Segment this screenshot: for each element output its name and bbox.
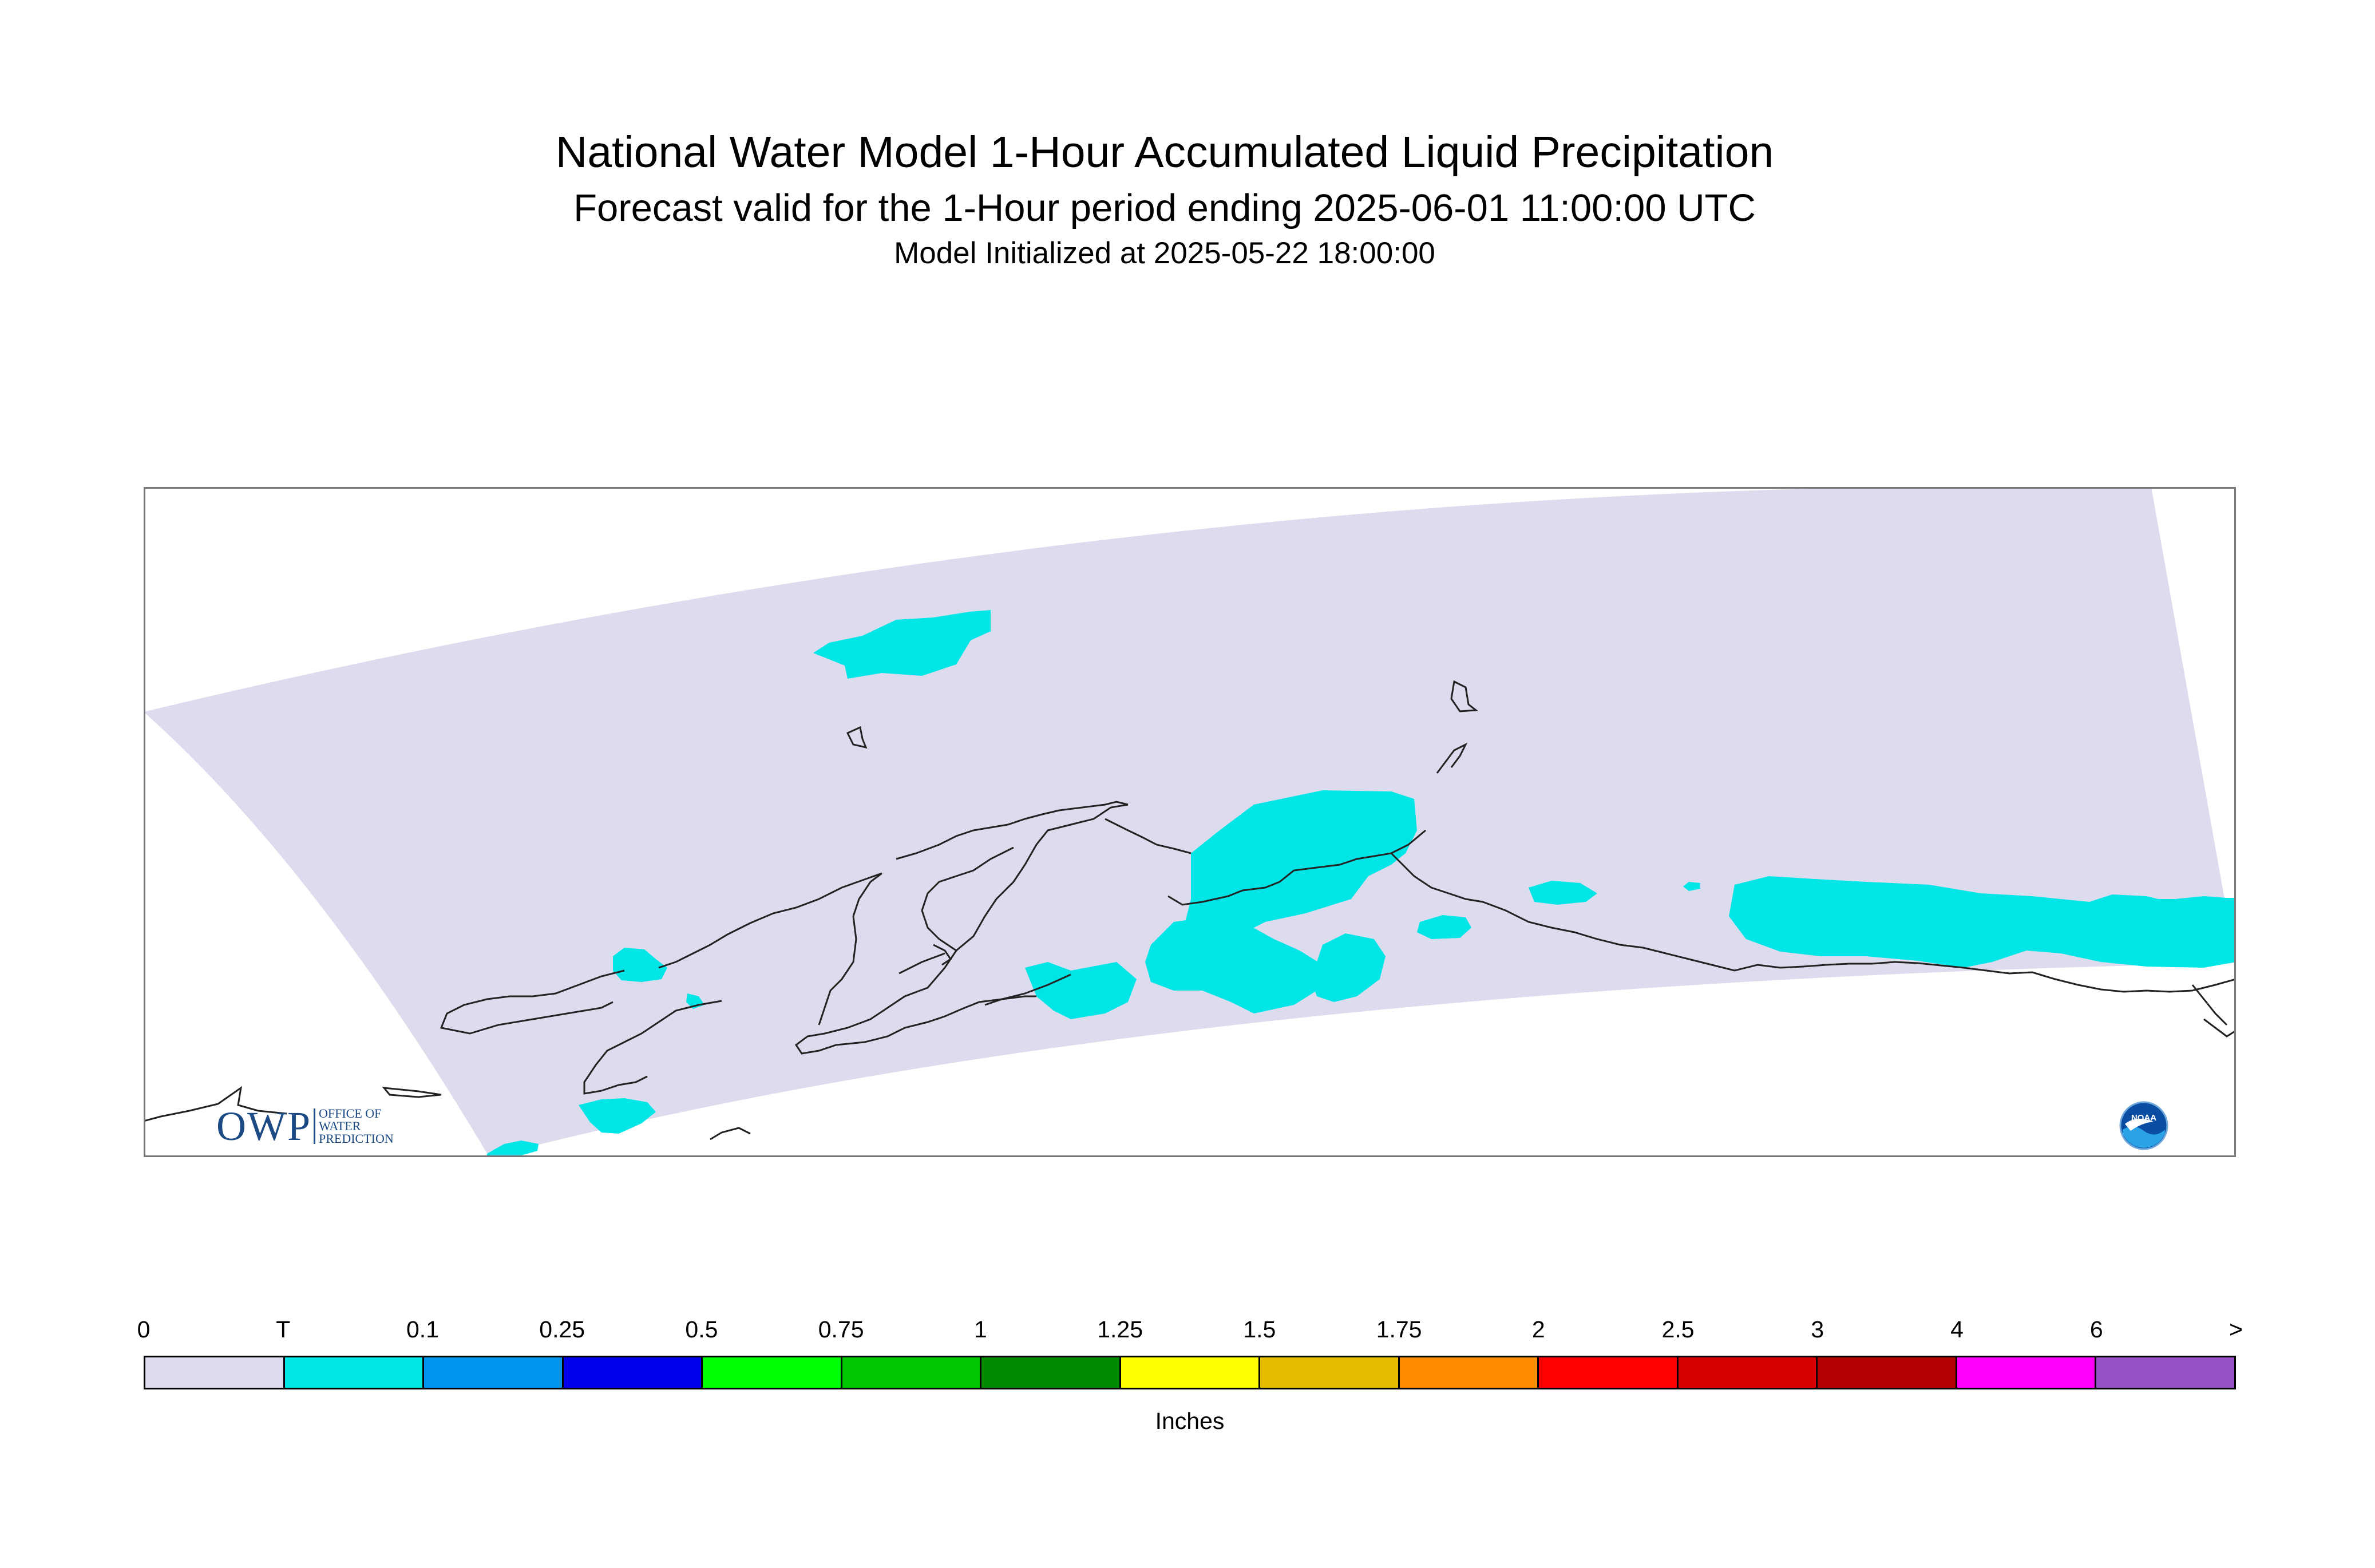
legend-tick-label: 0.25	[539, 1316, 585, 1343]
legend-tick-label: 2	[1531, 1316, 1545, 1343]
coastline	[896, 801, 1129, 860]
legend-units-label: Inches	[1155, 1408, 1225, 1434]
precip-area	[1025, 962, 1137, 1019]
coastline	[144, 1086, 287, 1122]
owp-logo-line: PREDICTION	[319, 1131, 394, 1146]
coastline	[710, 1127, 751, 1141]
coastline	[1105, 818, 1192, 854]
coastline	[382, 1087, 442, 1098]
coastline	[1390, 852, 2236, 993]
owp-logo-divider	[314, 1108, 315, 1144]
legend-tick-label: 1.5	[1243, 1316, 1276, 1343]
legend-tick-label: 1	[973, 1316, 987, 1343]
precip-area	[1683, 882, 1700, 891]
legend-tick-label: 4	[1950, 1316, 1964, 1343]
noaa-logo: NOAA	[2119, 1101, 2168, 1150]
precip-area	[1417, 915, 1471, 939]
legend-swatch	[842, 1357, 982, 1388]
legend-tick-label: T	[276, 1316, 291, 1343]
coastline	[2191, 984, 2228, 1026]
coastline	[658, 872, 882, 969]
owp-logo: OWP OFFICE OF WATER PREDICTION	[216, 1103, 394, 1149]
legend-swatch	[703, 1357, 842, 1388]
coastline	[1436, 742, 1468, 774]
legend-swatch	[1121, 1357, 1261, 1388]
legend-tick-label: 1.75	[1376, 1316, 1422, 1343]
precip-area	[1145, 916, 1323, 1013]
noaa-logo-text: NOAA	[2131, 1113, 2156, 1123]
coastline	[984, 973, 1071, 1006]
chart-title: National Water Model 1-Hour Accumulated …	[555, 128, 1774, 177]
coastline	[2203, 1018, 2236, 1038]
model-init-subtitle: Model Initialized at 2025-05-22 18:00:00	[894, 236, 1435, 270]
coastlines	[144, 680, 2236, 1141]
coastline	[583, 1000, 722, 1095]
precip-area	[487, 1141, 539, 1157]
precip-area	[1729, 876, 2236, 968]
coastline	[794, 803, 1129, 1055]
legend-tick-label: 1.25	[1097, 1316, 1143, 1343]
precip-area	[1529, 881, 1597, 905]
precipitation-map	[144, 487, 2236, 1157]
legend-tick-label: 0.5	[685, 1316, 718, 1343]
legend-tick-label: 0.75	[818, 1316, 864, 1343]
legend-tick-label: 6	[2089, 1316, 2103, 1343]
legend-swatch	[1678, 1357, 1818, 1388]
owp-logo-line: OFFICE OF	[319, 1106, 382, 1120]
coastline	[846, 726, 868, 749]
legend-swatch	[1399, 1357, 1539, 1388]
legend-tick-label: 3	[1811, 1316, 1824, 1343]
legend-tick-label: 2.5	[1661, 1316, 1695, 1343]
legend-swatch	[2096, 1357, 2234, 1388]
coastline	[1167, 829, 1426, 906]
legend-swatch	[1539, 1357, 1679, 1388]
map-frame	[144, 487, 2236, 1157]
legend-tick-labels: 0 T 0.1 0.25 0.5 0.75 1 1.25 1.5 1.75 2 2.5 3 4 6 >	[0, 1316, 2375, 1351]
model-domain-area	[144, 487, 2236, 1157]
legend-tick-label: 0	[137, 1316, 151, 1343]
precip-area	[579, 1098, 656, 1134]
legend-swatch	[1260, 1357, 1400, 1388]
coastline	[1450, 680, 1479, 712]
trace-precip-areas	[487, 610, 2236, 1157]
precip-area	[1185, 790, 1417, 939]
legend-swatch	[981, 1357, 1121, 1388]
coastline	[921, 846, 1014, 952]
precip-area	[1311, 933, 1386, 1002]
precip-area	[613, 948, 667, 982]
color-legend-bar	[144, 1356, 2236, 1389]
legend-swatch	[1957, 1357, 2097, 1388]
coastline	[818, 872, 882, 1025]
legend-swatch	[284, 1357, 425, 1388]
owp-logo-subtitle: OFFICE OF WATER PREDICTION	[319, 1107, 394, 1145]
legend-swatch	[145, 1357, 285, 1388]
legend-tick-label: >	[2229, 1316, 2243, 1343]
legend-swatch	[563, 1357, 703, 1388]
legend-tick-label: 0.1	[406, 1316, 439, 1343]
forecast-valid-subtitle: Forecast valid for the 1-Hour period end…	[573, 187, 1756, 229]
coastline	[898, 952, 945, 975]
coastline	[933, 944, 952, 966]
legend-swatch	[424, 1357, 564, 1388]
precip-area	[813, 610, 991, 679]
owp-logo-line: WATER	[319, 1119, 361, 1133]
legend-swatch	[1818, 1357, 1957, 1388]
coastline	[440, 969, 625, 1035]
owp-logo-letters: OWP	[216, 1103, 311, 1149]
